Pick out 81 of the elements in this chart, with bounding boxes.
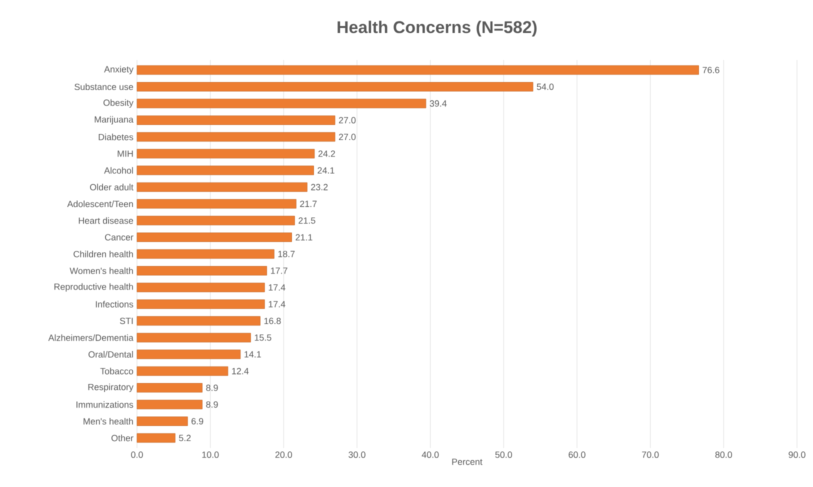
data-label: 76.6 [702,66,720,74]
bar [136,400,202,410]
y-tick-label: Respiratory [88,384,134,392]
data-label: 23.2 [311,184,328,190]
data-label: 24.1 [318,167,334,174]
x-tick-label: 70.0 [642,452,659,458]
y-tick-label: Cancer [105,234,134,240]
y-tick-label: Infections [96,300,134,308]
y-tick-label: Children health [74,250,133,258]
x-tick-label: 50.0 [495,452,512,458]
bar [136,282,265,292]
bar [136,199,296,209]
x-tick-label: 40.0 [422,452,439,458]
y-tick-label: Heart disease [78,217,134,224]
y-tick-label: Reproductive health [54,283,133,292]
x-tick-label: 20.0 [275,452,292,458]
data-label: 16.8 [264,318,281,324]
x-tick-label: 10.0 [202,452,219,458]
y-tick-label: Men's health [84,418,133,425]
bar [136,116,336,125]
data-label: 27.0 [338,134,356,140]
y-tick-label: Women's health [70,267,133,274]
y-tick-label: Tobacco [100,368,134,374]
data-label: 17.7 [271,268,288,274]
y-tick-label: Alcohol [104,167,133,174]
y-tick-label: Other [111,434,134,442]
data-label: 21.1 [296,234,312,240]
bar [136,132,336,142]
x-axis-title: Percent [452,458,482,465]
bar [136,266,267,276]
y-tick-label: Adolescent/Teen [67,200,133,208]
bar [136,383,202,392]
data-label: 5.2 [179,434,191,442]
x-tick-label: 30.0 [348,452,366,458]
bar [136,182,308,192]
data-label: 27.0 [338,117,356,124]
bar [136,299,265,309]
bar [136,366,228,376]
x-tick-label: 80.0 [715,452,732,458]
y-tick-label: Anxiety [104,66,134,74]
y-tick-label: STI [120,318,133,324]
y-tick-label: Diabetes [98,134,134,140]
y-tick-label: Substance use [74,83,134,90]
bar [136,332,251,342]
data-label: 18.7 [278,250,295,258]
bar [136,350,241,360]
data-label: 54.0 [536,84,554,90]
y-tick-label: Alzheimers/Dementia [48,334,134,341]
bar [136,82,534,92]
data-label: 24.2 [318,150,335,157]
y-tick-label: Immunizations [76,401,134,408]
data-label: 15.5 [254,334,272,341]
data-label: 17.4 [268,284,286,291]
bar [136,148,315,158]
bar [136,433,176,443]
bar [136,216,295,226]
bar [136,416,188,426]
x-tick-label: 0.0 [131,452,143,458]
data-label: 12.4 [232,368,249,374]
x-tick-label: 60.0 [568,452,586,458]
bar [136,249,274,259]
data-label: 21.5 [298,217,316,224]
chart-title: Health Concerns (N=582) [338,20,537,37]
y-tick-label: Obesity [104,99,134,108]
data-label: 17.4 [268,301,286,308]
x-tick-label: 90.0 [788,452,806,458]
y-tick-label: Oral/Dental [88,351,133,358]
data-label: 39.4 [430,100,447,107]
y-tick-label: MIH [118,150,133,157]
bar [136,316,260,326]
data-label: 8.9 [206,401,218,408]
data-label: 8.9 [206,384,218,391]
data-label: 6.9 [192,418,204,424]
y-tick-label: Older adult [90,184,134,190]
y-tick-label: Marijuana [94,116,134,124]
bar [136,232,292,242]
data-label: 21.7 [300,200,317,207]
bar [136,65,699,75]
data-label: 14.1 [244,351,261,358]
bar [136,166,314,176]
bar [136,98,426,108]
